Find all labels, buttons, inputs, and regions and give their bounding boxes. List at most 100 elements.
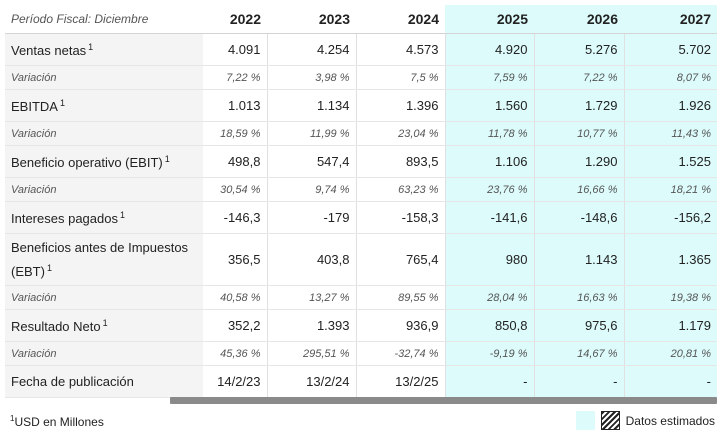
table-cell: 23,76 % bbox=[444, 177, 534, 202]
row-label: Fecha de publicación bbox=[5, 365, 203, 398]
row-label-text: EBITDA bbox=[11, 98, 58, 114]
table-cell: -146,3 bbox=[203, 201, 267, 234]
table-cell: 13,27 % bbox=[266, 285, 356, 310]
row-label: EBITDA 1 bbox=[5, 89, 203, 122]
variation-label: Variación bbox=[5, 285, 203, 310]
table-cell: 11,43 % bbox=[623, 121, 717, 146]
table-cell: 18,21 % bbox=[623, 177, 717, 202]
row-label-text: Variación bbox=[11, 347, 57, 360]
row-label-text: Variación bbox=[11, 127, 57, 140]
table-cell: 40,58 % bbox=[203, 285, 267, 310]
table-cell: 10,77 % bbox=[533, 121, 624, 146]
table-cell: 1.525 bbox=[623, 145, 717, 178]
year-header: 2024 bbox=[356, 5, 445, 34]
table-cell: -9,19 % bbox=[444, 341, 534, 366]
year-header: 2023 bbox=[267, 5, 356, 34]
footnote-marker: 1 bbox=[10, 414, 15, 423]
row-label: Beneficio operativo (EBIT) 1 bbox=[5, 145, 203, 178]
header-row: Período Fiscal: Diciembre 2022 2023 2024… bbox=[5, 5, 717, 34]
table-cell: 45,36 % bbox=[203, 341, 267, 366]
row-label-text: Variación bbox=[11, 71, 57, 84]
table-cell: - bbox=[623, 365, 717, 398]
table-cell: 1.560 bbox=[444, 89, 534, 122]
row-label: Resultado Neto 1 bbox=[5, 309, 203, 342]
table-cell: 5.702 bbox=[623, 33, 717, 66]
row-label: Ventas netas 1 bbox=[5, 33, 203, 66]
table-cell: 1.134 bbox=[266, 89, 356, 122]
footnote-marker: 1 bbox=[119, 209, 125, 220]
table-cell: 4.920 bbox=[444, 33, 534, 66]
row-label-text: Variación bbox=[11, 183, 57, 196]
table-cell: 9,74 % bbox=[266, 177, 356, 202]
variation-row: Variación 45,36 % 295,51 % -32,74 % -9,19 % 1… bbox=[5, 341, 717, 366]
table-cell: 5.276 bbox=[533, 33, 624, 66]
table-cell: -179 bbox=[266, 201, 356, 234]
table-cell: -156,2 bbox=[623, 201, 717, 234]
footnote: 1USD en Millones bbox=[10, 414, 104, 429]
year-header: 2022 bbox=[203, 5, 267, 34]
table-cell: 7,5 % bbox=[355, 65, 445, 90]
table-cell: -141,6 bbox=[444, 201, 534, 234]
table-row: Intereses pagados 1 -146,3 -179 -158,3 -141,6… bbox=[5, 201, 717, 234]
year-header: 2027 bbox=[624, 5, 717, 34]
table-cell: 352,2 bbox=[203, 309, 267, 342]
table-cell: 7,22 % bbox=[533, 65, 624, 90]
table-cell: 30,54 % bbox=[203, 177, 267, 202]
table-cell: 28,04 % bbox=[444, 285, 534, 310]
table-cell: 1.013 bbox=[203, 89, 267, 122]
footnote-marker: 1 bbox=[88, 41, 94, 52]
row-label-text: Fecha de publicación bbox=[11, 374, 134, 389]
table-cell: 13/2/25 bbox=[355, 365, 445, 398]
period-label: Período Fiscal: Diciembre bbox=[5, 5, 203, 34]
row-label-text: Ventas netas bbox=[11, 42, 87, 58]
table-cell: 18,59 % bbox=[203, 121, 267, 146]
row-label-text: Intereses pagados bbox=[11, 210, 118, 226]
footnote-marker: 1 bbox=[164, 153, 170, 164]
variation-label: Variación bbox=[5, 177, 203, 202]
table-cell: - bbox=[533, 365, 624, 398]
horizontal-scrollbar[interactable] bbox=[170, 397, 717, 404]
table-cell: 16,63 % bbox=[533, 285, 624, 310]
footnote-text: USD en Millones bbox=[14, 415, 104, 429]
variation-label: Variación bbox=[5, 65, 203, 90]
row-label: Beneficios antes de Impuestos (EBT) 1 bbox=[5, 233, 203, 286]
hatched-swatch-icon bbox=[600, 411, 620, 430]
table-row: Beneficios antes de Impuestos (EBT) 1 356,… bbox=[5, 233, 717, 286]
table-cell: 4.254 bbox=[266, 33, 356, 66]
year-header: 2026 bbox=[534, 5, 624, 34]
table-cell: 19,38 % bbox=[623, 285, 717, 310]
table-row: EBITDA 1 1.013 1.134 1.396 1.560 1.729 1.926 bbox=[5, 89, 717, 122]
row-label-text: Resultado Neto bbox=[11, 318, 101, 334]
table-cell: 4.091 bbox=[203, 33, 267, 66]
table-cell: 1.393 bbox=[266, 309, 356, 342]
estimated-swatch bbox=[575, 411, 595, 430]
financial-table: Período Fiscal: Diciembre 2022 2023 2024… bbox=[5, 5, 717, 398]
table-cell: 498,8 bbox=[203, 145, 267, 178]
table-cell: 980 bbox=[444, 233, 534, 286]
table-cell: 23,04 % bbox=[355, 121, 445, 146]
table-cell: 975,6 bbox=[533, 309, 624, 342]
table-cell: 1.106 bbox=[444, 145, 534, 178]
table-cell: -32,74 % bbox=[355, 341, 445, 366]
table-cell: 1.143 bbox=[533, 233, 624, 286]
table-cell: 1.290 bbox=[533, 145, 624, 178]
variation-row: Variación 40,58 % 13,27 % 89,55 % 28,04 % 16,… bbox=[5, 285, 717, 310]
table-cell: 63,23 % bbox=[355, 177, 445, 202]
footnote-marker: 1 bbox=[102, 317, 108, 328]
row-label-text: Beneficios antes de Impuestos (EBT) bbox=[11, 239, 189, 279]
table-cell: 1.365 bbox=[623, 233, 717, 286]
table-row: Fecha de publicación 14/2/23 13/2/24 13/2/2… bbox=[5, 365, 717, 398]
variation-row: Variación 18,59 % 11,99 % 23,04 % 11,78 % 10,… bbox=[5, 121, 717, 146]
table-cell: 893,5 bbox=[355, 145, 445, 178]
table-cell: 295,51 % bbox=[266, 341, 356, 366]
table-cell: 7,22 % bbox=[203, 65, 267, 90]
table-cell: 403,8 bbox=[266, 233, 356, 286]
table-cell: 1.179 bbox=[623, 309, 717, 342]
table-row: Resultado Neto 1 352,2 1.393 936,9 850,8 975,6… bbox=[5, 309, 717, 342]
row-label: Intereses pagados 1 bbox=[5, 201, 203, 234]
footnote-marker: 1 bbox=[59, 97, 65, 108]
financial-table-container: Período Fiscal: Diciembre 2022 2023 2024… bbox=[5, 5, 717, 398]
table-cell: 89,55 % bbox=[355, 285, 445, 310]
footnote-marker: 1 bbox=[46, 262, 52, 273]
table-cell: 356,5 bbox=[203, 233, 267, 286]
